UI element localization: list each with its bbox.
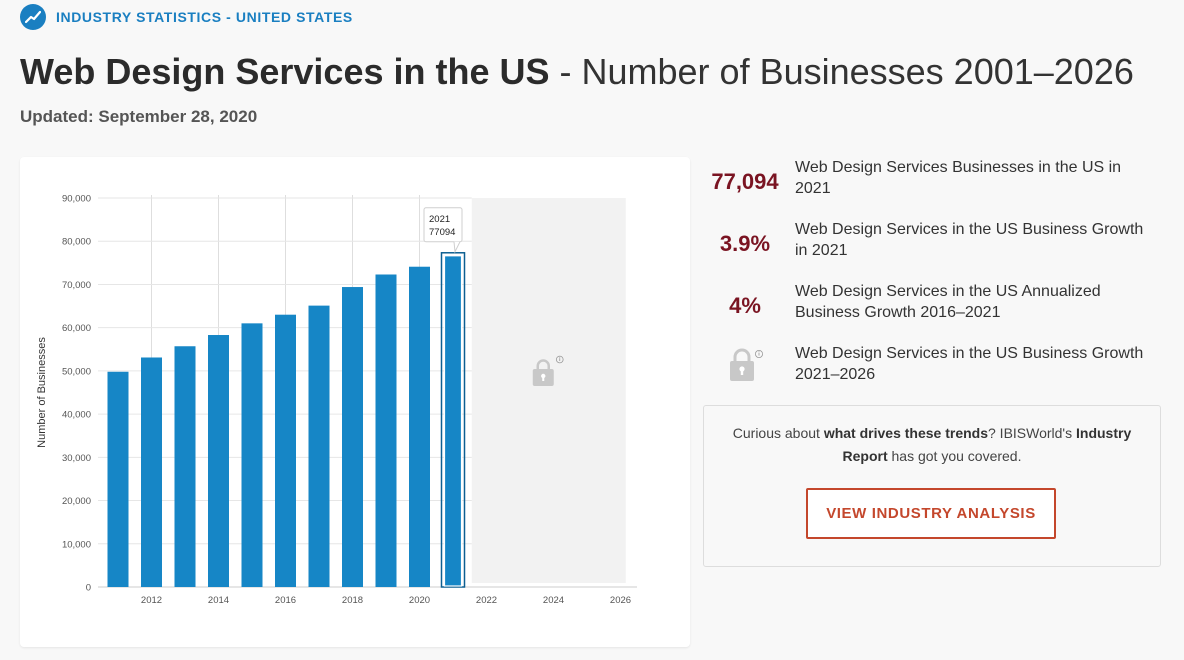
x-tick-label: 2022: [476, 595, 497, 606]
y-tick-label: 80,000: [62, 237, 91, 248]
y-tick-label: 60,000: [62, 323, 91, 334]
bar[interactable]: [275, 314, 296, 587]
y-axis-label: Number of Businesses: [36, 337, 48, 448]
stat-businesses: 77,094 Web Design Services Businesses in…: [703, 157, 1163, 207]
cta-text-pre: Curious about: [732, 425, 824, 441]
kicker: INDUSTRY STATISTICS - UNITED STATES: [20, 4, 353, 30]
cta-box: Curious about what drives these trends? …: [703, 405, 1161, 567]
y-tick-label: 70,000: [62, 280, 91, 291]
stat-label: Web Design Services Businesses in the US…: [795, 159, 1122, 197]
bar[interactable]: [241, 323, 263, 587]
cta-text-post: has got you covered.: [887, 448, 1022, 464]
locked-forecast-area: [471, 198, 626, 583]
cta-text-mid: ? IBISWorld's: [988, 425, 1076, 441]
y-tick-label: 20,000: [62, 496, 91, 507]
y-tick-label: 30,000: [62, 453, 91, 464]
chart-card: 0 10,000 20,000 30,000 40,000 50,000 60,000 70,…: [20, 157, 690, 647]
x-tick-label: 2018: [342, 595, 363, 606]
lock-icon[interactable]: [727, 347, 767, 392]
y-tick-label: 90,000: [62, 194, 91, 205]
y-tick-label: 0: [86, 583, 91, 594]
kicker-text: INDUSTRY STATISTICS - UNITED STATES: [56, 9, 353, 25]
stat-growth-forecast: Web Design Services in the US Business G…: [703, 343, 1163, 393]
bar[interactable]: [141, 357, 162, 587]
bar[interactable]: [443, 255, 463, 587]
title-sub: - Number of Businesses 2001–2026: [549, 51, 1134, 92]
x-tick-label: 2020: [409, 595, 430, 606]
bar[interactable]: [342, 287, 363, 587]
tooltip-box: [423, 207, 463, 243]
stat-value: 3.9%: [719, 231, 771, 256]
bar[interactable]: [308, 305, 330, 587]
tooltip-year: 2021: [429, 214, 450, 225]
tooltip-pointer: [453, 241, 461, 254]
x-tick-label: 2016: [275, 595, 296, 606]
updated-date: Updated: September 28, 2020: [20, 107, 258, 126]
y-tick-label: 40,000: [62, 410, 91, 421]
stat-label: Web Design Services in the US Annualized…: [795, 283, 1101, 321]
stat-growth-2021: 3.9% Web Design Services in the US Busin…: [703, 219, 1163, 269]
forecast-lock-icon[interactable]: [532, 355, 564, 386]
stat-annualized-growth: 4% Web Design Services in the US Annuali…: [703, 281, 1163, 331]
view-industry-analysis-button[interactable]: VIEW INDUSTRY ANALYSIS: [806, 488, 1056, 539]
title-main: Web Design Services in the US: [20, 51, 550, 92]
y-tick-label: 50,000: [62, 366, 91, 377]
cta-text-bold: Industry Report: [842, 425, 1132, 464]
bar[interactable]: [375, 274, 397, 587]
bar[interactable]: [409, 266, 430, 587]
tooltip-value: 77094: [429, 227, 455, 238]
y-tick-label: 10,000: [62, 539, 91, 550]
x-tick-label: 2012: [141, 595, 162, 606]
bar[interactable]: [174, 346, 196, 587]
trend-icon: [20, 4, 46, 30]
bar-chart: 0 10,000 20,000 30,000 40,000 50,000 60,000 70,…: [36, 194, 637, 606]
bar[interactable]: [208, 335, 229, 587]
bar-highlight-outline: [440, 252, 466, 588]
cta-text-bold: what drives these trends: [823, 425, 988, 441]
x-tick-label: 2026: [610, 595, 631, 606]
stat-label: Web Design Services in the US Business G…: [795, 345, 1144, 383]
x-tick-label: 2024: [543, 595, 564, 606]
stat-label: Web Design Services in the US Business G…: [795, 221, 1144, 259]
stat-value: 4%: [729, 293, 761, 318]
x-tick-label: 2014: [208, 595, 229, 606]
bar[interactable]: [107, 371, 129, 587]
cta-text: Curious about what drives these trends? …: [724, 422, 1140, 468]
stat-value: 77,094: [711, 169, 779, 194]
page-title: Web Design Services in the US - Number o…: [20, 50, 1134, 94]
